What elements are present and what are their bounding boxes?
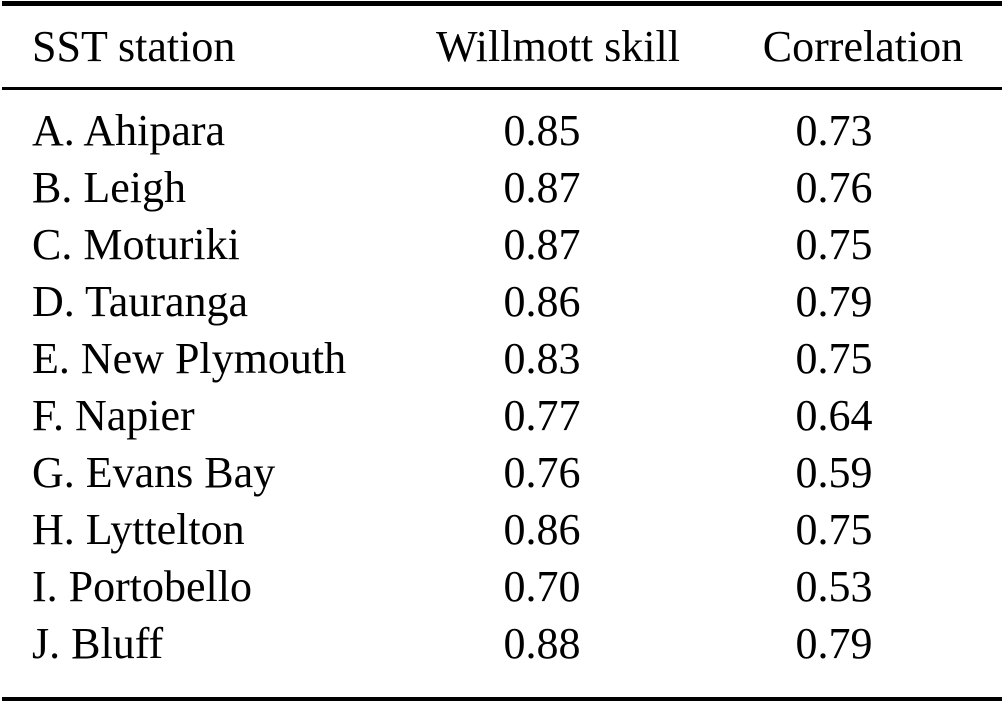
station-cell: H. Lyttelton: [32, 505, 245, 554]
correlation-cell: 0.79: [795, 277, 873, 326]
willmott-skill-cell: 0.83: [503, 334, 581, 383]
willmott-skill-cell: 0.87: [503, 163, 581, 212]
willmott-skill-cell: 0.77: [503, 391, 581, 440]
table-row: G. Evans Bay 0.76 0.59: [2, 444, 1002, 501]
table-row: C. Moturiki 0.87 0.75: [2, 216, 1002, 273]
willmott-skill-cell: 0.76: [503, 448, 581, 497]
table-row: D. Tauranga 0.86 0.79: [2, 273, 1002, 330]
table-header: SST station Willmott skill Correlation: [2, 3, 1002, 90]
willmott-skill-cell: 0.86: [503, 277, 581, 326]
table-row: B. Leigh 0.87 0.76: [2, 159, 1002, 216]
table-row: E. New Plymouth 0.83 0.75: [2, 330, 1002, 387]
correlation-cell: 0.79: [795, 619, 873, 668]
willmott-skill-cell: 0.88: [503, 619, 581, 668]
table-body: A. Ahipara 0.85 0.73 B. Leigh 0.87 0.76 …: [2, 89, 1002, 700]
correlation-cell: 0.64: [795, 391, 873, 440]
table-row: J. Bluff 0.88 0.79: [2, 615, 1002, 699]
table-row: I. Portobello 0.70 0.53: [2, 558, 1002, 615]
correlation-cell: 0.73: [795, 106, 873, 155]
willmott-skill-cell: 0.70: [503, 562, 581, 611]
correlation-cell: 0.59: [795, 448, 873, 497]
correlation-cell: 0.53: [795, 562, 873, 611]
station-cell: C. Moturiki: [32, 220, 240, 269]
station-cell: A. Ahipara: [32, 106, 226, 155]
table-row: F. Napier 0.77 0.64: [2, 387, 1002, 444]
column-header-sst-station: SST station: [2, 3, 392, 90]
correlation-cell: 0.76: [795, 163, 873, 212]
column-header-willmott-skill: Willmott skill: [392, 3, 692, 90]
correlation-cell: 0.75: [795, 220, 873, 269]
station-cell: F. Napier: [32, 391, 195, 440]
station-cell: D. Tauranga: [32, 277, 249, 326]
correlation-cell: 0.75: [795, 505, 873, 554]
station-cell: I. Portobello: [32, 562, 252, 611]
station-cell: E. New Plymouth: [32, 334, 347, 383]
column-header-correlation: Correlation: [692, 3, 1002, 90]
station-cell: G. Evans Bay: [32, 448, 276, 497]
willmott-skill-cell: 0.86: [503, 505, 581, 554]
table-row: H. Lyttelton 0.86 0.75: [2, 501, 1002, 558]
header-row: SST station Willmott skill Correlation: [2, 3, 1002, 90]
station-cell: J. Bluff: [32, 619, 164, 668]
willmott-skill-cell: 0.87: [503, 220, 581, 269]
table-row: A. Ahipara 0.85 0.73: [2, 89, 1002, 160]
willmott-skill-cell: 0.85: [503, 106, 581, 155]
correlation-cell: 0.75: [795, 334, 873, 383]
station-cell: B. Leigh: [32, 163, 186, 212]
